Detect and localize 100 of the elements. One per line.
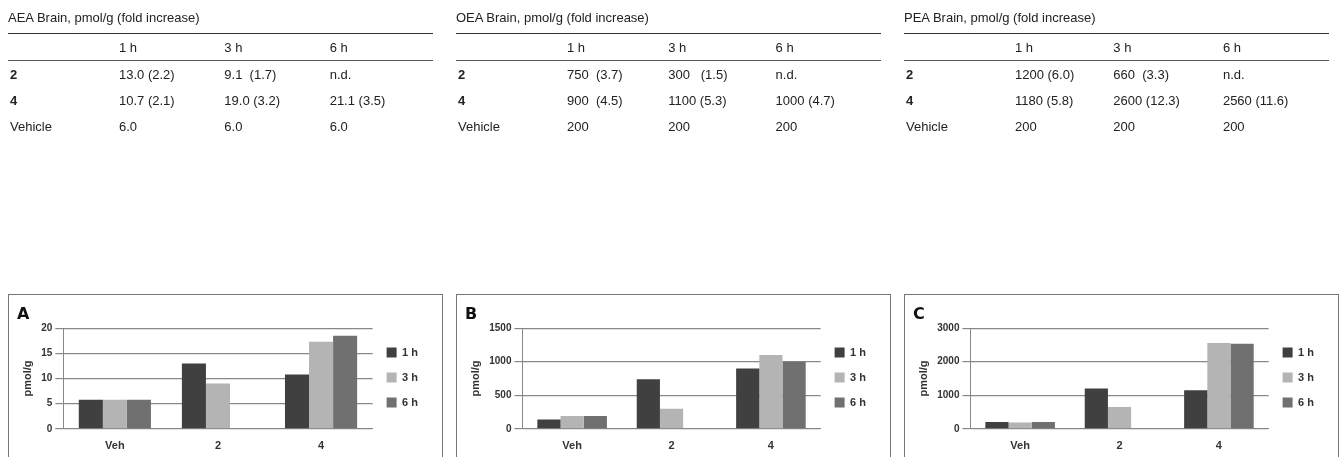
category-label: 3 h <box>222 34 328 61</box>
category-label: 1 h <box>565 34 667 61</box>
text: 9.1 (1.7) <box>223 65 278 84</box>
text: 1200 (6.0) <box>1014 65 1076 84</box>
category-label: 6 h <box>1220 34 1329 61</box>
text: 660 (3.3) <box>1112 65 1170 84</box>
y-tick-label: 20 <box>41 321 53 333</box>
text: OEA Brain, pmol/g (fold increase) <box>456 4 881 34</box>
text: 200 <box>1014 117 1038 136</box>
bar <box>759 355 783 429</box>
text: 1180 (5.8) <box>1014 91 1075 110</box>
x-tick-label: 4 <box>1215 439 1223 452</box>
chart-title: C <box>913 303 925 323</box>
category-label: 6 h <box>773 34 881 61</box>
legend-label: 1 h <box>1298 345 1315 358</box>
text: 900 (4.5) <box>566 91 624 110</box>
text: 200 <box>566 117 590 136</box>
category-label: Vehicle <box>10 118 52 134</box>
legend-label: 3 h <box>1298 370 1315 383</box>
text: PEA Brain, pmol/g (fold increase) <box>904 4 1329 34</box>
text: n.d. <box>774 65 799 84</box>
bar <box>1184 390 1208 429</box>
bar <box>560 416 584 429</box>
category-label: 4 <box>10 92 18 108</box>
bar <box>985 422 1009 429</box>
chart-title: B <box>465 303 478 323</box>
x-tick-label: 2 <box>668 439 675 452</box>
y-tick-label: 5 <box>46 397 53 409</box>
text: 6.0 <box>328 117 349 136</box>
text: 200 <box>667 117 691 136</box>
y-tick-label: 1500 <box>489 321 512 333</box>
category-label: 6 h <box>327 34 433 61</box>
x-tick-label: 4 <box>767 439 775 452</box>
y-tick-label: 3000 <box>937 321 960 333</box>
text: 10.7 (2.1) <box>118 91 176 110</box>
text: 2560 (11.6) <box>1221 91 1290 110</box>
legend-label: 6 h <box>402 395 419 408</box>
bar <box>181 363 206 429</box>
bar <box>1084 388 1108 429</box>
text: n.d. <box>328 65 353 84</box>
legend-label: 6 h <box>1298 395 1315 408</box>
text: n.d. <box>1221 65 1246 84</box>
legend-label: 1 h <box>850 345 867 358</box>
y-axis-title: pmol/g <box>468 360 481 397</box>
bar <box>659 408 684 429</box>
category-label: 2 <box>906 66 914 82</box>
bar <box>782 361 806 429</box>
x-tick-label: 2 <box>214 439 222 452</box>
bar <box>583 416 607 429</box>
bar <box>636 379 660 429</box>
y-tick-label: 500 <box>494 389 512 401</box>
text: AEA Brain, pmol/g (fold increase) <box>8 4 433 34</box>
x-tick-label: 4 <box>318 439 325 452</box>
category-label: 3 h <box>1111 34 1221 61</box>
y-tick-label: 0 <box>505 422 512 434</box>
text: 2600 (12.3) <box>1112 91 1181 110</box>
bar <box>1107 407 1132 429</box>
x-tick-label: Veh <box>105 439 125 452</box>
bar <box>1230 343 1254 429</box>
bar <box>736 368 760 429</box>
legend-label: 6 h <box>850 395 867 408</box>
x-tick-label: Veh <box>1010 439 1031 452</box>
text: 300 (1.5) <box>667 65 729 84</box>
y-tick-label: 1000 <box>489 355 512 367</box>
y-tick-label: 15 <box>41 347 53 359</box>
x-tick-label: 2 <box>1116 439 1123 452</box>
text: 750 (3.7) <box>566 65 624 84</box>
y-tick-label: 2000 <box>937 355 960 367</box>
category-label: Vehicle <box>906 118 948 134</box>
bar <box>205 383 230 429</box>
bar <box>102 399 127 429</box>
category-label: 4 <box>458 92 466 108</box>
chart-title: A <box>17 303 30 323</box>
legend-label: 1 h <box>402 345 419 358</box>
bar <box>1031 422 1055 429</box>
legend-label: 3 h <box>850 370 867 383</box>
text: 1000 (4.7) <box>774 91 836 110</box>
bar <box>78 399 103 429</box>
y-tick-label: 1000 <box>937 389 960 401</box>
bar <box>333 335 358 429</box>
text: 200 <box>1221 117 1246 136</box>
y-axis-title: pmol/g <box>20 360 33 397</box>
bar <box>309 341 334 429</box>
bar <box>537 419 561 429</box>
text: 13.0 (2.2) <box>118 65 176 84</box>
bar <box>284 374 310 429</box>
bar <box>126 399 151 429</box>
category-label: Vehicle <box>458 118 500 134</box>
category-label: 4 <box>906 92 914 108</box>
legend-label: 3 h <box>402 370 419 383</box>
text: 6.0 <box>118 117 139 136</box>
y-tick-label: 10 <box>41 372 53 384</box>
x-tick-label: Veh <box>562 439 583 452</box>
y-tick-label: 0 <box>953 422 960 434</box>
text: 200 <box>774 117 799 136</box>
text: 6.0 <box>223 117 244 136</box>
bar <box>1207 342 1231 429</box>
text: 19.0 (3.2) <box>223 91 281 110</box>
category-label: 1 h <box>117 34 223 61</box>
text: 21.1 (3.5) <box>328 91 387 110</box>
